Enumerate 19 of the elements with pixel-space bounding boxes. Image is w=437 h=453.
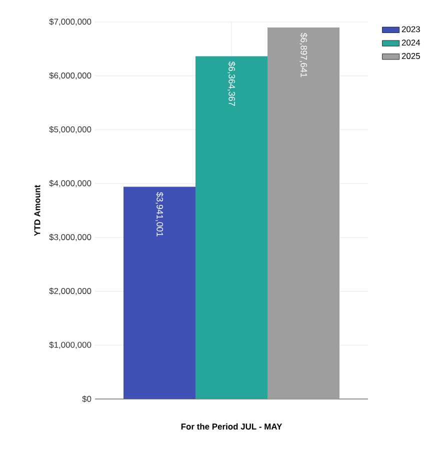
x-axis-title: For the Period JUL - MAY xyxy=(181,423,282,430)
y-tick-label: $1,000,000 xyxy=(49,341,92,349)
y-tick-label: $6,000,000 xyxy=(49,72,92,80)
y-tick-label: $2,000,000 xyxy=(49,288,92,295)
legend-label: 2025 xyxy=(402,52,420,59)
legend-label: 2023 xyxy=(402,26,420,32)
y-axis-title: YTD Amount xyxy=(34,184,40,236)
y-tick-label: $7,000,000 xyxy=(49,18,92,26)
bar xyxy=(124,186,196,399)
y-tick-label: $5,000,000 xyxy=(49,126,92,134)
y-tick-label: $4,000,000 xyxy=(49,180,92,188)
bar xyxy=(196,56,268,399)
bar xyxy=(268,28,340,399)
y-tick-label: $3,000,000 xyxy=(49,234,92,242)
data-label: $6,897,641 xyxy=(300,32,308,78)
legend-label: 2024 xyxy=(402,40,420,46)
data-label: $6,364,367 xyxy=(228,62,236,106)
data-label: $3,941,001 xyxy=(156,192,164,236)
y-tick-label: $0 xyxy=(82,396,92,402)
